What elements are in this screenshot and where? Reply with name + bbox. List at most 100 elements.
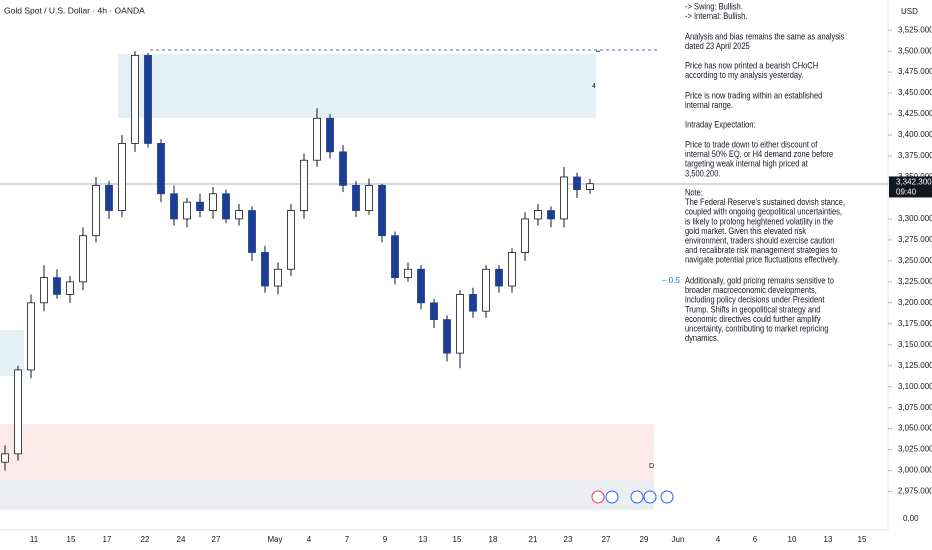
note-line: Price to trade down to either discount o… (685, 139, 818, 150)
candle-body (521, 218, 529, 253)
x-tick-label: 10 (788, 535, 797, 544)
x-tick-label: 4 (716, 535, 721, 544)
candle-body (287, 210, 295, 270)
candle-body (66, 281, 74, 295)
currency: USD (901, 7, 918, 16)
x-tick-label: 15 (453, 535, 462, 544)
x-tick-label: 11 (30, 535, 39, 544)
x-tick-label: 9 (383, 535, 388, 544)
candle-body (261, 252, 269, 287)
x-tick-label: 15 (858, 535, 867, 544)
lower-zone (0, 480, 654, 510)
x-tick-label: 13 (824, 535, 833, 544)
demand-zone-left (0, 330, 24, 376)
x-tick-label: May (267, 535, 282, 544)
note-line: dynamics. (685, 332, 719, 343)
y-tick-label: 3,525.000 (898, 25, 932, 34)
x-tick-label: 27 (212, 535, 221, 544)
y-tick-label: 3,375.000 (898, 151, 932, 160)
candle-body (443, 319, 451, 354)
candle-body (40, 277, 48, 304)
x-tick-label: 21 (529, 535, 538, 544)
candle-body (495, 268, 503, 287)
demand-zone (0, 424, 654, 480)
x-tick-label: 18 (489, 535, 498, 544)
note-line: coupled with ongoing geopolitical uncert… (685, 206, 842, 217)
y-tick-label: 3,400.000 (898, 130, 932, 139)
x-tick-label: 23 (564, 535, 573, 544)
note-line: Price has now printed a bearish CHoCH (685, 60, 818, 71)
candle-body (417, 268, 425, 304)
note-line: -> Swing: Bullish. (685, 1, 743, 12)
candle-body (430, 302, 438, 320)
note-line: including policy decisions under Preside… (685, 294, 825, 305)
candle-body (586, 183, 594, 190)
x-tick-label: 17 (103, 535, 112, 544)
candle-body (196, 201, 204, 211)
candle-body (131, 54, 139, 144)
x-tick-label: 29 (640, 535, 649, 544)
note-line: Price is now trading within an establish… (685, 90, 823, 101)
candle-body (1, 453, 9, 463)
note-line: Intraday Expectation: (685, 119, 756, 130)
lower-pane-tick: 0.00 (903, 514, 919, 523)
note-line: Additionally, gold pricing remains sensi… (685, 275, 834, 286)
y-tick-label: 3,000.000 (898, 466, 932, 475)
x-tick-label: 4 (307, 535, 312, 544)
x-tick-label: 15 (67, 535, 76, 544)
x-tick-label: 24 (177, 535, 186, 544)
y-tick-label: 3,450.000 (898, 88, 932, 97)
note-line: The Federal Reserve's sustained dovish s… (685, 196, 845, 207)
candle-body (508, 252, 516, 287)
candle-body (378, 184, 386, 237)
x-tick-label: 6 (753, 535, 758, 544)
candle-body (469, 294, 477, 312)
note-line: 3,500.200. (685, 167, 721, 178)
candle-body (352, 184, 360, 211)
candle-body (144, 54, 152, 144)
supply-zone (118, 54, 596, 118)
x-tick-label: 27 (602, 535, 611, 544)
y-tick-label: 3,200.000 (898, 298, 932, 307)
candle-body (456, 294, 464, 354)
candle-body (53, 277, 61, 295)
note-line: navigate potential price fluctuations ef… (685, 254, 839, 265)
candle-body (339, 151, 347, 186)
note-line: targeting weak internal high priced at (685, 158, 808, 169)
note-line: and recalibrate risk management strategi… (685, 244, 838, 255)
countdown: 09:40 (896, 188, 917, 197)
y-tick-label: 3,225.000 (898, 277, 932, 286)
note-line: uncertainty, contributing to market repr… (685, 323, 829, 334)
candle-body (157, 143, 165, 195)
note-line: Note: (685, 187, 703, 198)
note-line: economic directives could further amplif… (685, 313, 821, 324)
candle-body (365, 184, 373, 211)
y-tick-label: 3,125.000 (898, 361, 932, 370)
candle-body (14, 369, 22, 455)
candle-body (274, 268, 282, 287)
y-tick-label: 3,025.000 (898, 445, 932, 454)
candle-body (326, 117, 334, 153)
note-line: environment, traders should exercise cau… (685, 235, 835, 246)
zone-label: 4 (592, 83, 596, 90)
candle-body (222, 193, 230, 220)
eq-label: – 0.5 (662, 276, 680, 285)
y-tick-label: 3,075.000 (898, 403, 932, 412)
zone-label: D (649, 463, 654, 470)
candle-body (79, 235, 87, 283)
candle-body (92, 184, 100, 237)
y-tick-label: 3,300.000 (898, 214, 932, 223)
note-line: Trump. Shifts in geopolitical strategy a… (685, 303, 821, 314)
x-tick-label: Jun (672, 535, 685, 544)
note-line: -> Internal: Bullish. (685, 10, 747, 21)
note-line: Analysis and bias remains the same as an… (685, 31, 844, 42)
candle-body (300, 159, 308, 211)
y-tick-label: 3,100.000 (898, 382, 932, 391)
candle-body (560, 176, 568, 220)
candle-body (118, 143, 126, 211)
candle-body (482, 268, 490, 312)
candle-body (391, 235, 399, 279)
note-line: internal 50% EQ, or H4 demand zone befor… (685, 148, 833, 159)
y-tick-label: 3,050.000 (898, 424, 932, 433)
